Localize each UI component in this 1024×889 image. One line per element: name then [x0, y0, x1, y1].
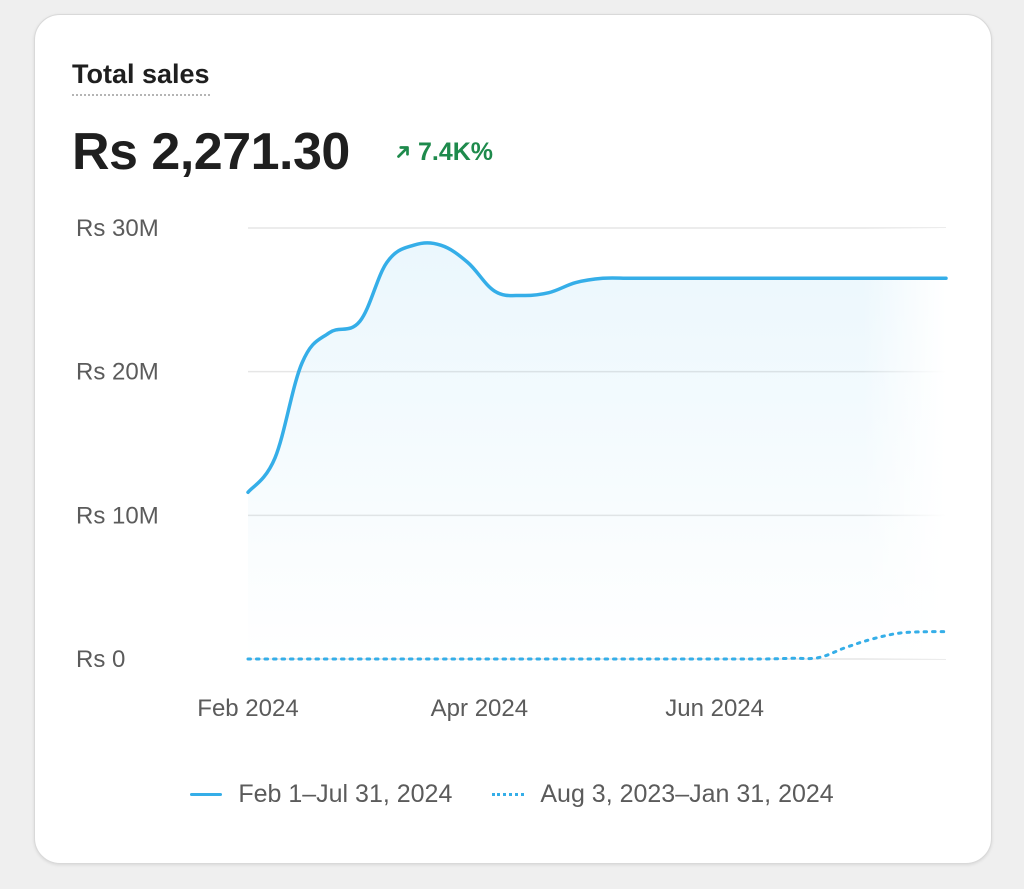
- x-axis: Feb 2024 Apr 2024 Jun 2024: [197, 695, 764, 722]
- x-tick-label: Apr 2024: [431, 695, 528, 722]
- series-line-previous: [246, 630, 948, 661]
- legend-dotted-line-icon: [492, 793, 525, 796]
- legend-item-current[interactable]: Feb 1–Jul 31, 2024: [190, 780, 452, 809]
- x-tick-label: Jun 2024: [665, 695, 764, 722]
- legend-label-previous: Aug 3, 2023–Jan 31, 2024: [540, 780, 834, 808]
- y-tick-label: Rs 20M: [76, 359, 159, 386]
- series-line-current: [246, 241, 948, 495]
- y-tick-label: Rs 0: [76, 646, 125, 673]
- y-axis: Rs 0 Rs 10M Rs 20M Rs 30M: [76, 215, 159, 673]
- change-indicator: 7.4K%: [394, 136, 493, 168]
- area-fade-overlay: [248, 228, 946, 659]
- arrow-up-right-icon: [397, 146, 409, 158]
- legend-solid-line-icon: [190, 793, 223, 796]
- y-tick-label: Rs 30M: [76, 215, 159, 242]
- y-tick-label: Rs 10M: [76, 502, 159, 529]
- metric-value: Rs 2,271.30: [72, 123, 350, 181]
- chart-legend: Feb 1–Jul 31, 2024 Aug 3, 2023–Jan 31, 2…: [0, 780, 1024, 809]
- legend-item-previous[interactable]: Aug 3, 2023–Jan 31, 2024: [492, 780, 834, 809]
- change-value: 7.4K%: [418, 138, 494, 166]
- metric-title[interactable]: Total sales: [72, 58, 210, 96]
- x-tick-label: Feb 2024: [197, 695, 298, 722]
- series-layer: [246, 228, 948, 661]
- legend-label-current: Feb 1–Jul 31, 2024: [238, 780, 453, 808]
